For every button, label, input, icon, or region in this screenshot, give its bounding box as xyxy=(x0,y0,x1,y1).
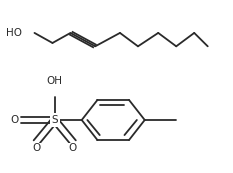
Text: O: O xyxy=(69,143,77,153)
Text: S: S xyxy=(51,115,58,125)
Text: O: O xyxy=(33,143,41,153)
Text: OH: OH xyxy=(47,76,63,86)
Text: O: O xyxy=(10,115,19,125)
Text: HO: HO xyxy=(6,28,22,38)
